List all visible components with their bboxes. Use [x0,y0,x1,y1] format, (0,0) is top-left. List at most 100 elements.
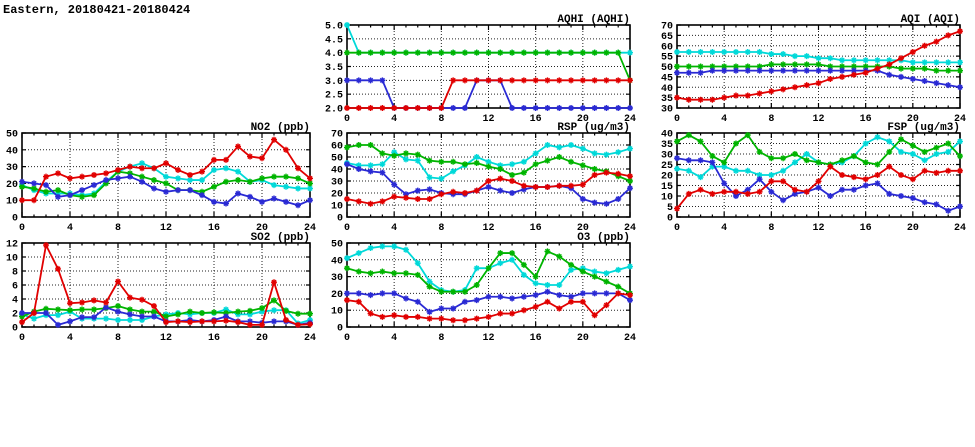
aqhi-ytick: 2.5 [325,91,343,102]
so2-xtick: 12 [160,333,172,343]
rsp-xtick: 4 [391,223,397,233]
no2-title: NO2 (ppb) [251,122,310,134]
fsp-ytick: 35 [661,140,673,151]
no2-xtick: 24 [304,223,316,233]
rsp-ytick: 40 [331,166,343,177]
rsp-ytick: 70 [331,130,343,141]
aqi-ytick: 55 [661,53,673,64]
no2-series-station-blue [19,173,313,209]
o3-plot: 0 10 20 30 40 50 0 4 8 12 16 20 24 O3 (ppb) [331,232,636,343]
fsp-xtick: 16 [860,223,872,233]
aqi-xtick: 4 [721,114,727,124]
rsp-xtick: 20 [577,223,589,233]
o3-xtick: 8 [438,333,444,343]
no2-plot: 0 10 20 30 40 50 0 4 8 12 16 20 24 NO2 (ppb) [6,122,316,233]
o3-xtick: 12 [482,333,494,343]
o3-series-station-red [344,290,633,324]
aqhi-series-station-red [344,77,633,111]
aqi-xtick: 8 [768,114,774,124]
rsp-xtick: 24 [624,223,636,233]
so2-ytick: 8 [12,268,18,279]
no2-xtick: 12 [160,223,172,233]
aqhi-ytick: 2.0 [325,105,343,116]
so2-ytick: 2 [12,310,18,321]
aqi-ytick: 45 [661,73,673,84]
aqhi-xtick: 8 [438,114,444,124]
aqi-ytick: 70 [661,22,673,33]
aqhi-xtick: 4 [391,114,397,124]
no2-series-station-green [19,168,313,200]
o3-ytick: 30 [331,273,343,284]
rsp-xtick: 16 [530,223,542,233]
fsp-ytick: 10 [661,193,673,204]
fsp-xtick: 0 [674,223,680,233]
no2-xtick: 8 [115,223,121,233]
aqi-series-station-red [674,28,963,103]
fsp-xtick: 24 [954,223,966,233]
rsp-ytick: 50 [331,154,343,165]
o3-ytick: 10 [331,307,343,318]
fsp-ytick: 20 [661,172,673,183]
aqhi-xtick: 20 [577,114,589,124]
rsp-ytick: 10 [331,202,343,213]
fsp-title: FSP (ug/m3) [887,122,960,134]
page-title: Eastern, 20180421-20180424 [3,3,191,17]
no2-xtick: 0 [19,223,25,233]
so2-xtick: 4 [67,333,73,343]
aqhi-ytick: 4.0 [325,49,343,60]
aqhi-title: AQHI (AQHI) [557,14,630,26]
no2-ytick: 0 [12,214,18,225]
o3-xtick: 4 [391,333,397,343]
fsp-ytick: 30 [661,151,673,162]
rsp-xtick: 0 [344,223,350,233]
fsp-ytick: 5 [667,203,673,214]
no2-ytick: 40 [6,146,18,157]
aqhi-xtick: 24 [624,114,636,124]
rsp-xtick: 12 [482,223,494,233]
so2-xtick: 16 [208,333,220,343]
so2-ytick: 0 [12,324,18,335]
aqi-xtick: 16 [860,114,872,124]
aqhi-plot: 2.0 2.5 3.0 3.5 4.0 4.5 5.0 0 4 8 12 16 20 24 AQHI (AQ… [325,14,636,124]
no2-series-station-red [19,136,313,204]
chart-no2: 0 10 20 30 40 50 0 4 8 12 16 20 24 NO2 (ppb) [0,119,322,233]
no2-ytick: 20 [6,180,18,191]
o3-series-station-blue [344,288,633,315]
chart-fsp: 0 5 10 15 20 25 30 35 40 0 4 8 12 16 20 24 FSP (ug/m3) [655,119,972,233]
so2-xtick: 20 [256,333,268,343]
o3-ytick: 50 [331,240,343,251]
fsp-xtick: 20 [907,223,919,233]
chart-o3: 0 10 20 30 40 50 0 4 8 12 16 20 24 O3 (ppb) [325,229,642,343]
no2-ytick: 10 [6,197,18,208]
so2-ytick: 10 [6,254,18,265]
chart-aqhi: 2.0 2.5 3.0 3.5 4.0 4.5 5.0 0 4 8 12 16 20 24 AQHI (AQ… [325,11,642,124]
aqhi-xtick: 16 [530,114,542,124]
rsp-series-station-red [344,169,633,207]
aqhi-ytick: 3.0 [325,77,343,88]
fsp-xtick: 12 [812,223,824,233]
o3-title: O3 (ppb) [577,232,630,244]
o3-xtick: 0 [344,333,350,343]
o3-series-station-green [344,248,633,297]
aqi-ytick: 40 [661,84,673,95]
o3-xtick: 20 [577,333,589,343]
so2-title: SO2 (ppb) [251,232,310,244]
so2-xtick: 24 [304,333,316,343]
aqi-ytick: 65 [661,32,673,43]
aqhi-xtick: 0 [344,114,350,124]
fsp-ytick: 40 [661,130,673,141]
aqi-ytick: 30 [661,105,673,116]
no2-ytick: 50 [6,130,18,141]
aqhi-ytick: 4.5 [325,35,343,46]
fsp-series-station-red [674,163,963,212]
no2-ytick: 30 [6,163,18,174]
aqi-series-station-green [674,61,963,74]
fsp-xtick: 4 [721,223,727,233]
aqi-series-station-cyan [674,48,963,66]
no2-xtick: 20 [256,223,268,233]
aqhi-xtick: 12 [482,114,494,124]
chart-rsp: 0 10 20 30 40 50 60 70 0 4 8 12 16 20 24 RSP (ug/m3) [325,119,642,233]
so2-series-station-green [19,297,313,320]
